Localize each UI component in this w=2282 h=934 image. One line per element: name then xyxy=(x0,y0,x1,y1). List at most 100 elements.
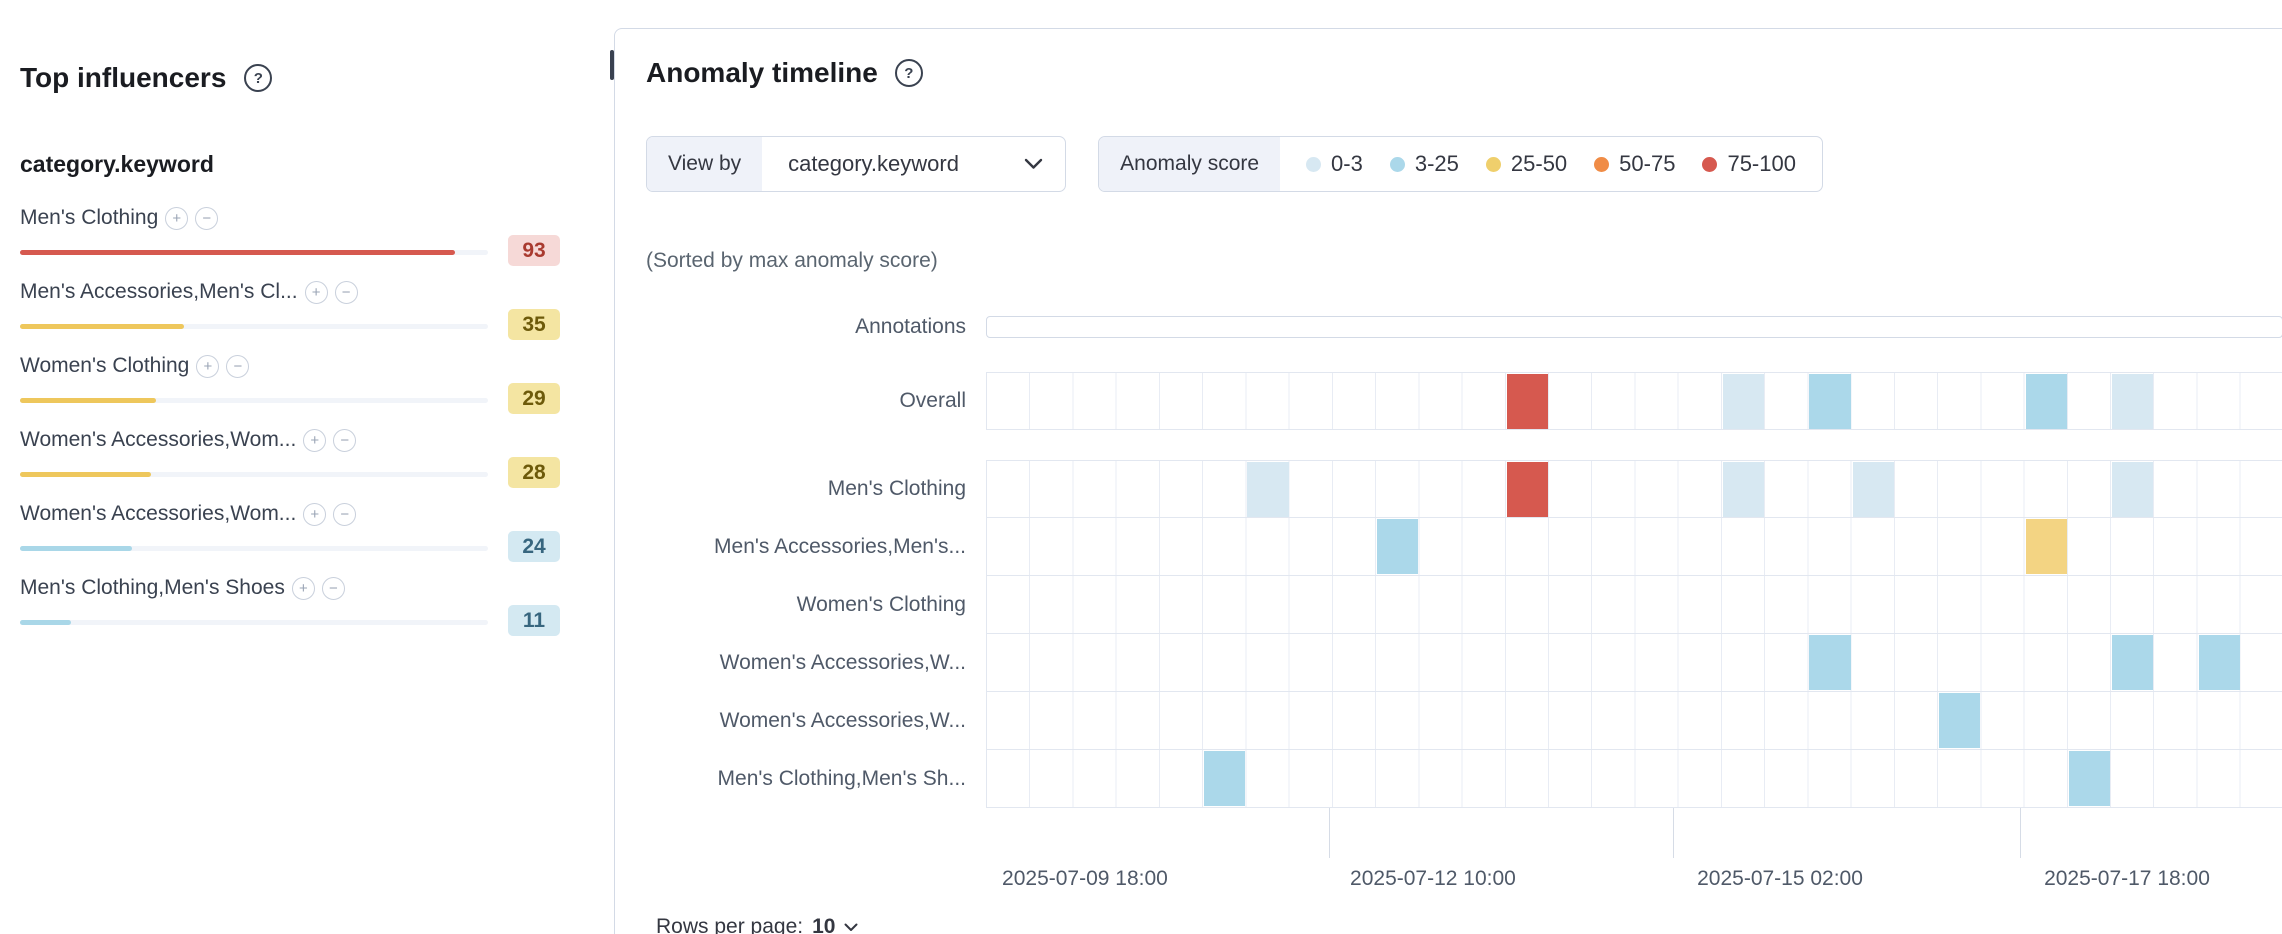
influencer-label-line: Women's Accessories,Wom... + − xyxy=(20,494,560,526)
influencer-label[interactable]: Men's Clothing xyxy=(20,206,159,229)
influencer-label-line: Women's Accessories,Wom... + − xyxy=(20,420,560,452)
anomaly-cell[interactable] xyxy=(2112,462,2154,517)
swimlane-row-label: Women's Clothing xyxy=(796,593,966,616)
add-filter-icon[interactable]: + xyxy=(196,354,220,378)
influencer-score-track xyxy=(20,472,488,477)
influencer-score-badge: 28 xyxy=(508,457,560,488)
anomaly-score-label: Anomaly score xyxy=(1099,137,1281,191)
rows-per-page-control[interactable]: Rows per page: 10 xyxy=(656,915,858,934)
influencer-score-bar xyxy=(20,324,184,329)
influencer-score-bar xyxy=(20,398,156,403)
legend-dot-icon xyxy=(1389,156,1405,172)
remove-filter-icon[interactable]: − xyxy=(334,280,358,304)
anomaly-cell[interactable] xyxy=(1247,462,1289,517)
swimlane-row-label: Overall xyxy=(899,389,966,412)
influencer-score-badge: 29 xyxy=(508,383,560,414)
axis-tick xyxy=(2019,808,2021,858)
legend-dot-icon xyxy=(1485,156,1501,172)
anomaly-cell[interactable] xyxy=(1852,462,1894,517)
remove-filter-icon[interactable]: − xyxy=(195,206,219,230)
anomaly-cell[interactable] xyxy=(1809,374,1851,429)
top-influencers-header: Top influencers ? xyxy=(20,60,560,96)
anomaly-cell[interactable] xyxy=(1377,519,1419,574)
axis-label: 2025-07-12 10:00 xyxy=(1350,867,1516,890)
axis-label: 2025-07-15 02:00 xyxy=(1697,867,1863,890)
anomaly-cell[interactable] xyxy=(2198,635,2240,690)
influencer-row: Men's Clothing,Men's Shoes + − 11 xyxy=(20,568,560,642)
influencer-score-badge: 93 xyxy=(508,235,560,266)
anomaly-cell[interactable] xyxy=(2068,751,2111,806)
influencer-row: Women's Clothing + − 29 xyxy=(20,346,560,420)
influencer-score-badge: 35 xyxy=(508,309,560,340)
anomaly-cell[interactable] xyxy=(2025,519,2067,574)
axis-label: 2025-07-09 18:00 xyxy=(1002,867,1168,890)
anomaly-cell[interactable] xyxy=(1809,635,1851,690)
legend-item: 75-100 xyxy=(1702,151,1796,177)
influencer-label[interactable]: Women's Accessories,Wom... xyxy=(20,428,297,451)
influencer-label-line: Women's Clothing + − xyxy=(20,346,560,378)
view-by-label: View by xyxy=(647,137,763,191)
anomaly-cell[interactable] xyxy=(1939,693,1981,748)
legend-item: 0-3 xyxy=(1306,151,1363,177)
remove-filter-icon[interactable]: − xyxy=(226,354,250,378)
help-icon[interactable]: ? xyxy=(244,64,273,92)
anomaly-cell[interactable] xyxy=(2112,374,2154,429)
influencer-label[interactable]: Women's Clothing xyxy=(20,354,190,377)
swimlane-row-label: Men's Clothing xyxy=(827,477,966,500)
rows-per-page-value: 10 xyxy=(812,915,836,934)
swimlane-row xyxy=(986,460,2282,518)
anomaly-cell[interactable] xyxy=(1204,751,1246,806)
remove-filter-icon[interactable]: − xyxy=(333,502,357,526)
legend-items: 0-3 3-25 25-50 50-75 75-100 xyxy=(1280,137,1822,191)
influencer-label[interactable]: Women's Accessories,Wom... xyxy=(20,502,297,525)
legend-range: 75-100 xyxy=(1727,151,1796,176)
influencer-label[interactable]: Men's Clothing,Men's Shoes xyxy=(20,576,285,599)
annotations-lane xyxy=(986,316,2282,338)
anomaly-cell[interactable] xyxy=(1506,374,1548,429)
remove-filter-icon[interactable]: − xyxy=(333,428,357,452)
anomaly-swimlane: 2025-07-09 18:00 2025-07-12 10:00 2025-07-… xyxy=(986,316,2282,934)
legend-range: 25-50 xyxy=(1510,151,1568,176)
anomaly-cell[interactable] xyxy=(1506,462,1548,517)
swimlane-row xyxy=(986,750,2282,808)
anomaly-cell[interactable] xyxy=(1722,374,1765,429)
legend-range: 0-3 xyxy=(1331,151,1363,176)
influencer-score-track xyxy=(20,250,488,255)
anomaly-score-legend: Anomaly score 0-3 3-25 25-50 50-75 75-100 xyxy=(1098,136,1823,192)
swimlane-row-label: Men's Accessories,Men's... xyxy=(714,535,966,558)
add-filter-icon[interactable]: + xyxy=(165,206,189,230)
legend-dot-icon xyxy=(1306,156,1322,172)
legend-item: 25-50 xyxy=(1485,151,1568,177)
legend-range: 50-75 xyxy=(1619,151,1676,176)
influencer-score-bar xyxy=(20,472,152,477)
anomaly-cell[interactable] xyxy=(2025,374,2067,429)
influencer-label-line: Men's Accessories,Men's Cl... + − xyxy=(20,272,560,304)
add-filter-icon[interactable]: + xyxy=(291,576,315,600)
influencer-score-bar xyxy=(20,250,456,255)
add-filter-icon[interactable]: + xyxy=(303,428,327,452)
anomaly-timeline-title: Anomaly timeline xyxy=(646,57,878,88)
anomaly-timeline-panel: Anomaly timeline ? View by category.keyw… xyxy=(614,28,2282,934)
anomaly-cell[interactable] xyxy=(2112,635,2154,690)
view-by-select[interactable]: category.keyword xyxy=(762,137,1065,191)
legend-item: 50-75 xyxy=(1594,151,1675,177)
influencer-score-badge: 11 xyxy=(508,605,560,636)
sort-note: (Sorted by max anomaly score) xyxy=(646,249,938,272)
anomaly-cell[interactable] xyxy=(1722,462,1765,517)
timeline-controls: View by category.keyword Anomaly score 0… xyxy=(646,136,1823,192)
swimlane-labels: Annotations Overall Men's Clothing Men's Ac… xyxy=(646,315,976,836)
top-influencers-panel: Top influencers ? category.keyword Men's… xyxy=(20,60,560,642)
add-filter-icon[interactable]: + xyxy=(303,502,327,526)
influencer-row: Women's Accessories,Wom... + − 28 xyxy=(20,420,560,494)
help-icon[interactable]: ? xyxy=(894,59,923,87)
swimlane-row xyxy=(986,518,2282,576)
influencer-label[interactable]: Men's Accessories,Men's Cl... xyxy=(20,280,298,303)
add-filter-icon[interactable]: + xyxy=(304,280,328,304)
remove-filter-icon[interactable]: − xyxy=(321,576,345,600)
view-by-value: category.keyword xyxy=(788,151,959,176)
chevron-down-icon xyxy=(1024,158,1043,169)
rows-per-page-label: Rows per page: xyxy=(656,915,804,934)
influencer-label-line: Men's Clothing,Men's Shoes + − xyxy=(20,568,560,600)
influencer-row: Men's Clothing + − 93 xyxy=(20,198,560,272)
panel-resize-handle[interactable] xyxy=(610,50,614,80)
